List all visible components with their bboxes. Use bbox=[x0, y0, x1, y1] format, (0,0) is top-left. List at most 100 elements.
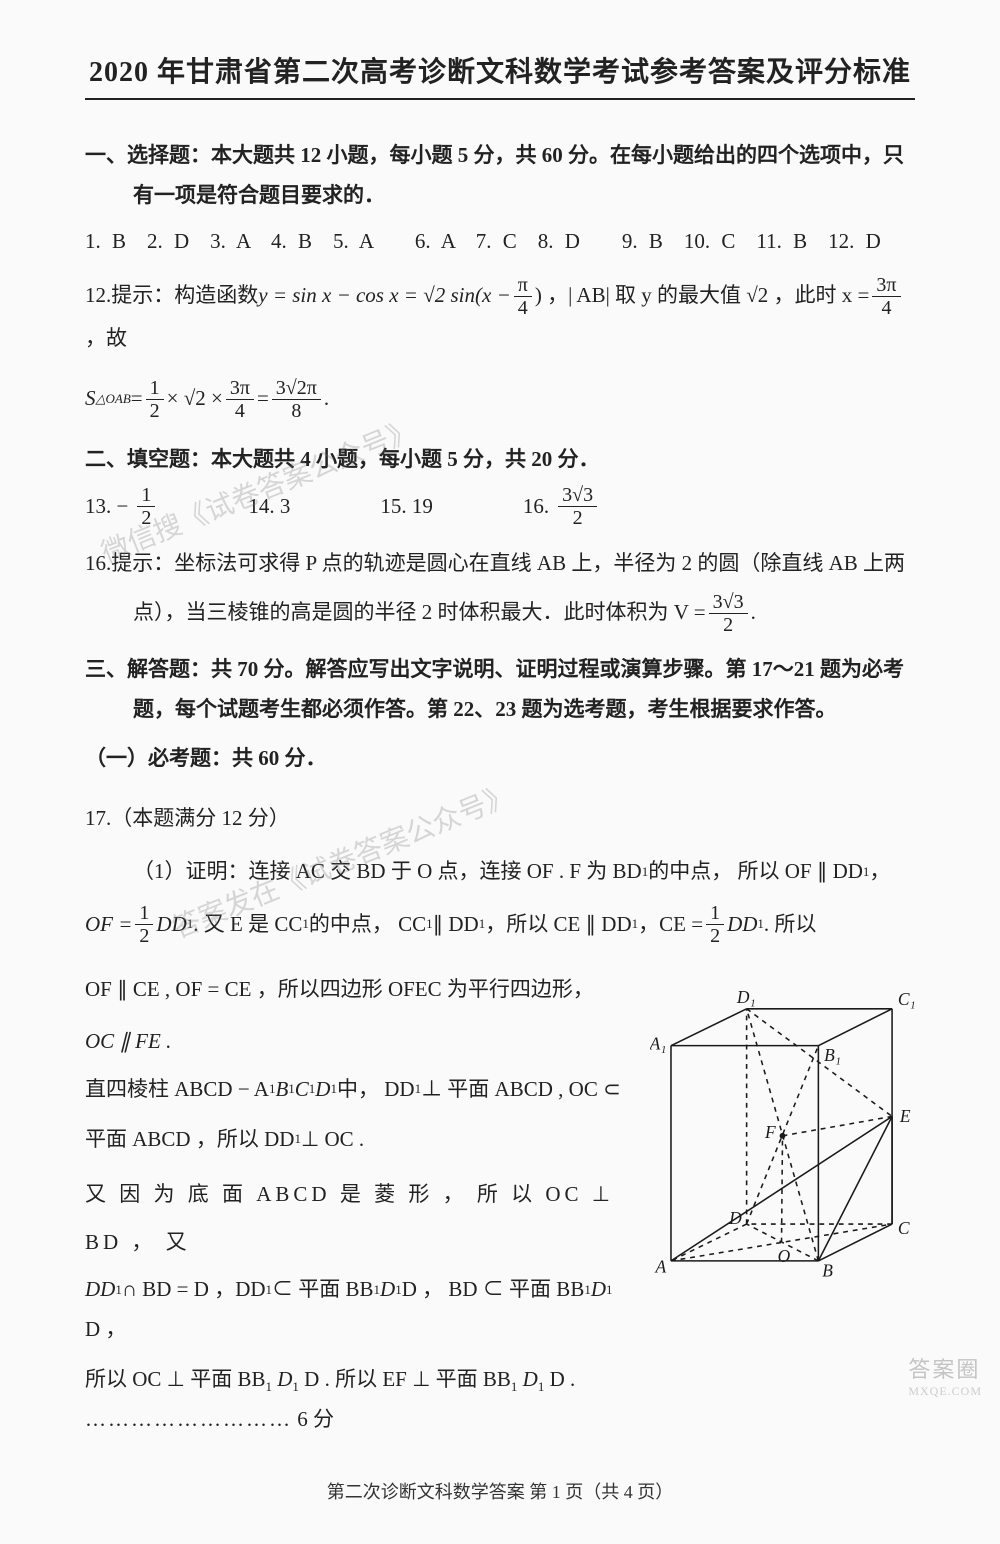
f2d: 4 bbox=[231, 400, 249, 422]
svg-text:B: B bbox=[822, 1261, 833, 1281]
p9a: 所以 OC ⊥ 平面 BB bbox=[85, 1367, 265, 1391]
p9as: 1 bbox=[265, 1379, 272, 1394]
s-sub: △OAB bbox=[96, 387, 131, 412]
q17-p5: 直四棱柱 ABCD − A1 B1 C1 D1 中， DD1 ⊥ 平面 ABCD… bbox=[85, 1070, 635, 1110]
p6b: ⊥ OC . bbox=[301, 1120, 364, 1160]
q16-label: 16. bbox=[523, 485, 549, 527]
p9-right: ……………………… 6 分 bbox=[85, 1400, 334, 1440]
frac-3pi4: 3π 4 bbox=[872, 274, 900, 319]
p9ds: 1 bbox=[538, 1379, 545, 1394]
s3l2: 题，每个试题考生都必须作答。第 22、23 题为选考题，考生根据要求作答。 bbox=[133, 690, 915, 730]
p9c: D . 所以 EF ⊥ 平面 BB bbox=[304, 1367, 511, 1391]
q17-p6: 平面 ABCD ，所以 DD1 ⊥ OC . bbox=[85, 1120, 635, 1160]
p2fn: 1 bbox=[706, 902, 724, 925]
title-underline bbox=[85, 98, 915, 100]
p1ae2: ， bbox=[869, 852, 890, 892]
x-num: 3π bbox=[872, 274, 900, 297]
h16-2a: 点），当三棱锥的高是圆的半径 2 时体积最大．此时体积为 V = bbox=[133, 593, 706, 633]
svg-text:A: A bbox=[654, 1257, 666, 1277]
exam-page: 2020 年甘肃省第二次高考诊断文科数学考试参考答案及评分标准 一、选择题：本大… bbox=[0, 0, 1000, 1544]
pi4-den: 4 bbox=[514, 297, 532, 319]
q15: 15. 19 bbox=[380, 485, 433, 527]
q16n: 3√3 bbox=[558, 484, 597, 507]
vn: 3√3 bbox=[709, 591, 748, 614]
mc-answers: 1. B 2. D 3. A 4. B 5. A 6. A 7. C 8. D … bbox=[85, 220, 915, 262]
p8fs: 1 bbox=[606, 1278, 613, 1303]
p8f: D bbox=[591, 1270, 606, 1310]
vd: 2 bbox=[719, 614, 737, 636]
p2e: ，所以 CE ∥ DD bbox=[485, 905, 631, 945]
svg-text:A₁: A₁ bbox=[650, 1034, 666, 1054]
p5b: B bbox=[275, 1070, 288, 1110]
p8c: ⊂ 平面 BB bbox=[272, 1270, 374, 1310]
prism-figure: ABCDA₁B₁C₁D₁EFO bbox=[650, 970, 915, 1290]
p9-left: 所以 OC ⊥ 平面 BB1 D1 D . 所以 EF ⊥ 平面 BB1 D1 … bbox=[85, 1360, 575, 1400]
p2g: DD bbox=[727, 905, 757, 945]
eq4: = bbox=[131, 379, 143, 419]
svg-text:F: F bbox=[764, 1122, 776, 1142]
section2-header: 二、填空题：本大题共 4 小题，每小题 5 分，共 20 分． bbox=[85, 440, 915, 480]
p2-frac1: 1 2 bbox=[135, 902, 153, 947]
q17-p9: 所以 OC ⊥ 平面 BB1 D1 D . 所以 EF ⊥ 平面 BB1 D1 … bbox=[85, 1360, 635, 1440]
svg-text:C₁: C₁ bbox=[898, 989, 915, 1009]
svg-text:E: E bbox=[899, 1106, 911, 1126]
mul1: × √2 × bbox=[167, 379, 223, 419]
p9b: D bbox=[277, 1367, 292, 1391]
hint12-eq3: ，故 bbox=[85, 319, 127, 359]
svg-text:O: O bbox=[778, 1246, 791, 1266]
section1-line1: 一、选择题：本大题共 12 小题，每小题 5 分，共 60 分。在每小题给出的四… bbox=[85, 143, 904, 167]
s3l1: 三、解答题：共 70 分。解答应写出文字说明、证明过程或演算步骤。第 17～21… bbox=[85, 657, 904, 681]
q17-twocol: OF ∥ CE , OF = CE ，所以四边形 OFEC 为平行四边形， O C… bbox=[85, 965, 915, 1450]
hint12-eq1: y = sin x − cos x = √2 sin(x − bbox=[258, 276, 511, 316]
score6: 6 分 bbox=[297, 1407, 334, 1431]
s-label: S bbox=[85, 379, 96, 419]
q14: 14. 3 bbox=[248, 485, 290, 527]
period12: . bbox=[324, 379, 329, 419]
svg-text:B₁: B₁ bbox=[824, 1045, 841, 1065]
dots: ……………………… bbox=[85, 1407, 292, 1431]
hint16-line2: 点），当三棱锥的高是圆的半径 2 时体积最大．此时体积为 V = 3√3 2 . bbox=[85, 591, 915, 636]
f1n: 1 bbox=[146, 377, 164, 400]
hint16-line1: 16.提示：坐标法可求得 P 点的轨迹是圆心在直线 AB 上，半径为 2 的圆（… bbox=[85, 539, 915, 587]
v-frac: 3√3 2 bbox=[709, 591, 748, 636]
pi4-num: π bbox=[514, 274, 532, 297]
p2d2: ∥ DD bbox=[433, 905, 479, 945]
p6a: 平面 ABCD ，所以 DD bbox=[85, 1120, 294, 1160]
eq5: = bbox=[257, 379, 269, 419]
q17-p3: OF ∥ CE , OF = CE ，所以四边形 OFEC 为平行四边形， bbox=[85, 965, 635, 1013]
p2h: . 所以 bbox=[764, 905, 817, 945]
q16d: 2 bbox=[569, 507, 587, 529]
p2-frac2: 1 2 bbox=[706, 902, 724, 947]
q13-label: 13. − bbox=[85, 485, 128, 527]
p5c: C bbox=[295, 1070, 309, 1110]
p2a: OF = bbox=[85, 905, 132, 945]
p2c: . 又 E 是 CC bbox=[193, 905, 302, 945]
page-title: 2020 年甘肃省第二次高考诊断文科数学考试参考答案及评分标准 bbox=[85, 50, 915, 90]
p8g: D ， bbox=[85, 1310, 126, 1350]
q13: 13. − 1 2 bbox=[85, 484, 158, 529]
x-den: 4 bbox=[877, 297, 895, 319]
p8e: D ， BD ⊂ 平面 BB bbox=[402, 1270, 585, 1310]
p8d: D bbox=[380, 1270, 395, 1310]
q13-frac: 1 2 bbox=[137, 484, 155, 529]
svg-text:C: C bbox=[898, 1218, 910, 1238]
frac-3pi4b: 3π 4 bbox=[226, 377, 254, 422]
corner-watermark: 答案圈 MXQE.COM bbox=[908, 1352, 982, 1399]
p1a: （1）证明：连接 AC 交 BD 于 O 点，连接 OF . F 为 BD bbox=[133, 852, 642, 892]
section1-header: 一、选择题：本大题共 12 小题，每小题 5 分，共 60 分。在每小题给出的四… bbox=[85, 136, 915, 216]
hint12-eq2: ) ，| AB| 取 y 的最大值 √2 ，此时 x = bbox=[535, 276, 870, 316]
p2fd: 2 bbox=[706, 925, 724, 947]
section1-line2: 有一项是符合题目要求的． bbox=[133, 176, 915, 216]
p5f: ⊥ 平面 ABCD , OC ⊂ bbox=[421, 1070, 621, 1110]
fill-answers: 13. − 1 2 14. 3 15. 19 16. 3√3 2 bbox=[85, 484, 915, 529]
frac-result: 3√2π 8 bbox=[272, 377, 321, 422]
section3-sub: （一）必考题：共 60 分． bbox=[85, 734, 915, 782]
p2d: 2 bbox=[135, 925, 153, 947]
f3n: 3√2π bbox=[272, 377, 321, 400]
p5e: 中， DD bbox=[337, 1070, 415, 1110]
p8a: DD bbox=[85, 1270, 115, 1310]
q17-head: 17.（本题满分 12 分） bbox=[85, 794, 915, 842]
q17-text-col: OF ∥ CE , OF = CE ，所以四边形 OFEC 为平行四边形， OC… bbox=[85, 965, 635, 1450]
q17-p2: OF = 1 2 DD1 . 又 E 是 CC1 的中点， CC1 ∥ DD1 … bbox=[85, 902, 915, 947]
frac-half: 1 2 bbox=[146, 377, 164, 422]
